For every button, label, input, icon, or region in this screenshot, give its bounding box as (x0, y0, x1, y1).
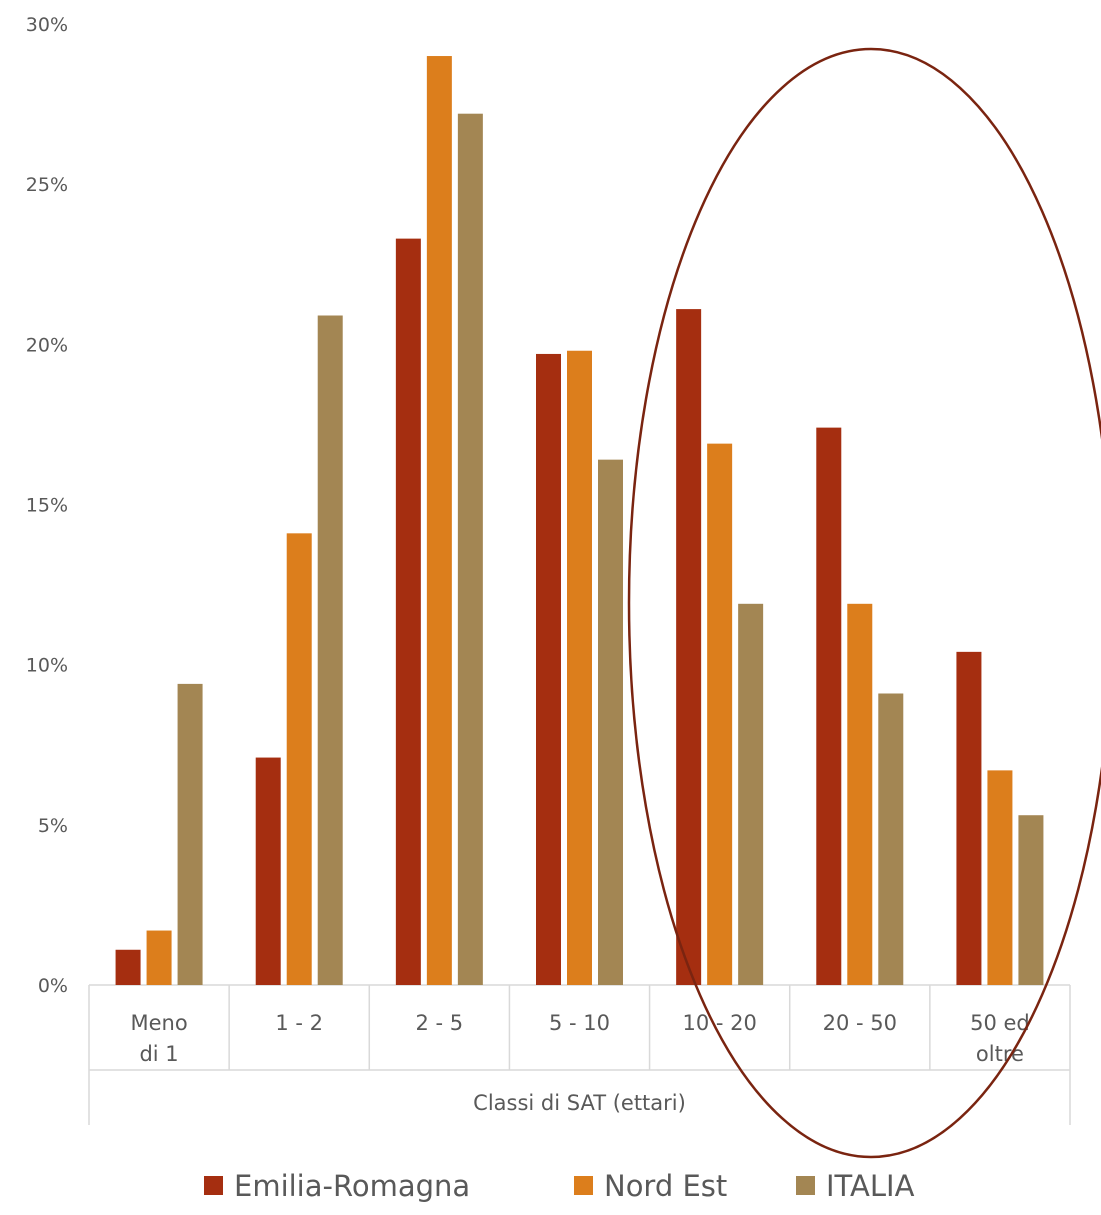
bar-italia (878, 693, 904, 985)
bar-nord-est (567, 350, 592, 985)
bar-emilia-romagna (536, 353, 561, 985)
bar-nord-est (146, 930, 172, 985)
bar-nord-est (707, 443, 733, 985)
bar-emilia-romagna (395, 238, 421, 985)
legend-swatch (574, 1176, 593, 1195)
category-label: 1 - 2 (275, 1011, 323, 1035)
legend-label: Nord Est (604, 1169, 727, 1203)
y-tick-label: 25% (26, 174, 68, 196)
bar-italia (177, 683, 203, 985)
category-label: 20 - 50 (823, 1011, 897, 1035)
bar-emilia-romagna (816, 427, 842, 985)
x-axis-title: Classi di SAT (ettari) (473, 1091, 686, 1115)
bar-italia (598, 459, 623, 985)
bar-emilia-romagna (956, 651, 982, 985)
legend-label: ITALIA (826, 1169, 915, 1203)
y-tick-label: 0% (38, 975, 68, 997)
category-label: 5 - 10 (549, 1011, 610, 1035)
y-axis-ticks: 0% 5% 10% 15% 20% 25% 30% (26, 14, 68, 997)
y-tick-label: 5% (38, 815, 68, 837)
category-label: 10 - 20 (682, 1011, 756, 1035)
category-label: 50 ed (970, 1011, 1030, 1035)
bar-nord-est (286, 533, 312, 985)
bar-nord-est (847, 603, 873, 985)
bar-italia (317, 315, 343, 986)
category-label: 2 - 5 (416, 1011, 464, 1035)
bar-italia (1018, 815, 1044, 985)
y-tick-label: 20% (26, 334, 68, 356)
bar-emilia-romagna (255, 757, 281, 985)
highlight-ellipse (627, 47, 1101, 1159)
y-tick-label: 15% (26, 495, 68, 517)
bar-emilia-romagna (115, 949, 141, 985)
bars (115, 56, 1044, 986)
legend-swatch (796, 1176, 815, 1195)
category-label: di 1 (139, 1042, 178, 1066)
bar-nord-est (426, 56, 452, 986)
bar-emilia-romagna (676, 309, 702, 985)
legend-swatch (204, 1176, 223, 1195)
category-label: Meno (130, 1011, 187, 1035)
y-tick-label: 10% (26, 655, 68, 677)
bar-italia (738, 603, 764, 985)
bar-italia (457, 113, 483, 985)
bar-nord-est (987, 770, 1013, 985)
legend-label: Emilia-Romagna (234, 1169, 470, 1203)
legend: Emilia-Romagna Nord Est ITALIA (204, 1169, 915, 1203)
y-tick-label: 30% (26, 14, 68, 36)
category-labels: Meno di 1 1 - 2 2 - 5 5 - 10 10 - 20 20 - 50 50… (130, 1011, 1029, 1066)
